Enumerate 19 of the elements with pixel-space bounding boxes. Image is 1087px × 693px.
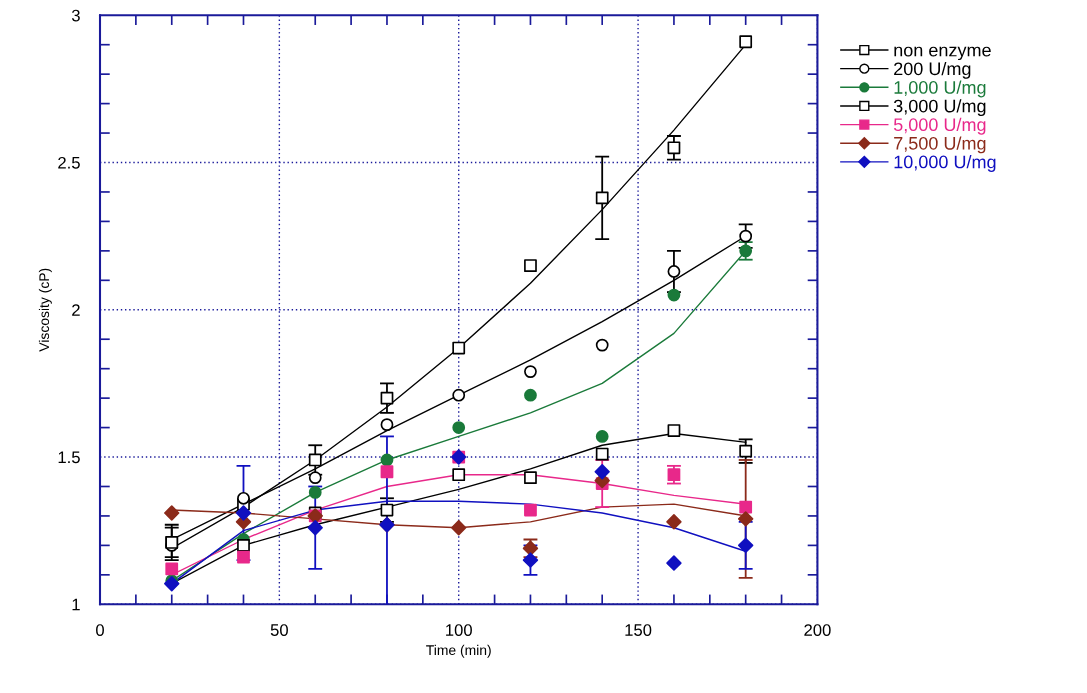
x-tick-label: 200 [804, 624, 831, 636]
x-tick-label: 0 [96, 624, 104, 636]
y-tick-label: 1.5 [58, 451, 80, 464]
legend-label: 10,000 U/mg [894, 155, 996, 172]
legend-label: 1,000 U/mg [894, 80, 986, 98]
y-axis-title: Viscosity (cP) [38, 268, 52, 352]
x-tick-label: 100 [446, 624, 472, 636]
legend-label: 3,000 U/mg [893, 99, 986, 117]
legend-label: 200 U/mg [894, 61, 971, 79]
y-tick-label: 2 [72, 304, 80, 316]
legend-label: 7,500 U/mg [894, 136, 986, 154]
x-axis-title: Time (min) [426, 644, 491, 658]
x-tick-label: 150 [625, 624, 652, 636]
legend-label: 5,000 U/mg [893, 117, 986, 135]
legend-label: non enzyme [894, 46, 991, 61]
y-tick-label: 2.5 [58, 156, 80, 169]
x-tick-label: 50 [270, 624, 288, 636]
y-tick-label: 3 [71, 9, 80, 22]
y-tick-label: 1 [72, 598, 80, 611]
